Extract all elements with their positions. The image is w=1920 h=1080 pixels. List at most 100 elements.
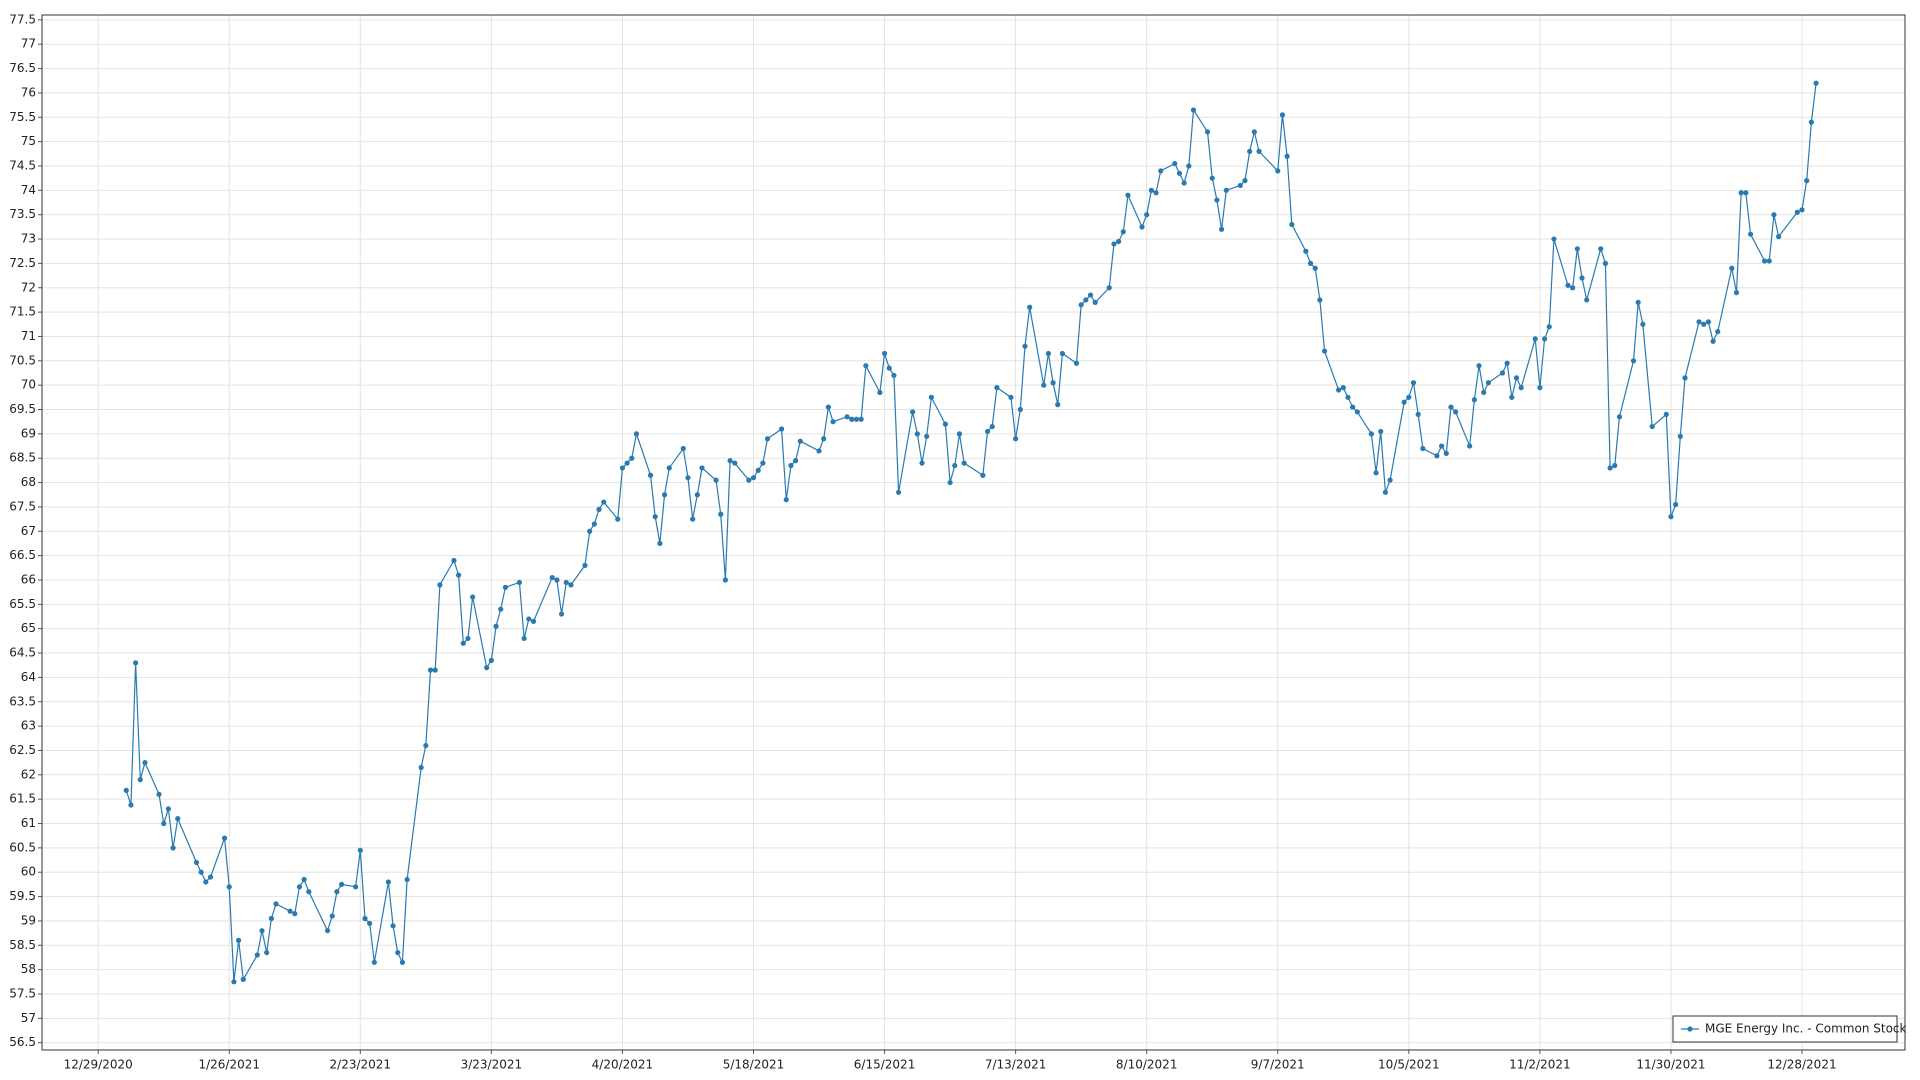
data-point [292,911,298,917]
data-point [1766,258,1772,264]
data-point [1668,514,1674,520]
x-tick-label: 6/15/2021 [854,1058,916,1072]
data-point [830,419,836,425]
data-point [591,521,597,527]
data-point [549,574,555,581]
x-tick-label: 1/26/2021 [198,1058,260,1072]
data-point [952,462,958,469]
data-point [390,923,396,929]
data-point [1139,224,1145,230]
data-point [521,635,527,642]
x-tick-label: 12/28/2021 [1767,1058,1836,1072]
data-point [554,577,560,583]
data-point [1481,389,1487,396]
data-point [1635,299,1641,305]
data-point [1218,226,1225,232]
y-tick-label: 73.5 [9,207,36,221]
y-tick-label: 64.5 [9,646,36,660]
data-point [353,884,359,890]
data-point [1008,394,1014,400]
data-point [647,472,654,478]
data-point [1373,470,1379,476]
data-point [203,879,209,885]
data-point [1682,375,1688,381]
data-point [1312,265,1318,271]
data-point [1715,328,1721,335]
data-point [1083,297,1089,303]
y-tick-label: 65.5 [9,597,36,611]
data-point [1546,324,1552,330]
data-point [1223,187,1229,193]
data-point [1733,290,1740,296]
data-point [1518,385,1524,391]
data-point [1401,399,1407,405]
data-point [493,623,499,629]
data-point [956,431,963,437]
data-point [1368,431,1374,437]
data-point [1570,285,1576,291]
data-point [760,460,766,466]
data-point [624,460,630,466]
data-point [1513,375,1520,381]
data-point [221,835,228,841]
data-point [1677,433,1683,439]
data-point [1317,297,1323,303]
data-point [1701,321,1707,327]
x-tick-label: 5/18/2021 [723,1058,785,1072]
data-point [727,458,733,464]
data-point [1027,304,1033,310]
data-point [1616,414,1623,420]
data-point [1176,170,1183,176]
data-point [1710,338,1716,344]
y-tick-label: 70.5 [9,353,36,367]
data-point [881,350,888,357]
data-point [268,915,274,922]
data-point [1799,207,1805,213]
y-tick-label: 61 [21,816,36,830]
data-point [718,511,724,517]
data-point [128,802,134,808]
data-point [821,436,827,442]
data-point [615,516,621,522]
data-point [961,460,967,466]
data-point [1055,402,1061,408]
series-line [125,83,1817,982]
data-point [1181,180,1187,186]
data-point [722,577,729,583]
data-point [367,920,373,926]
data-point [989,423,995,430]
data-point [334,889,340,895]
data-point [1336,387,1342,393]
data-point [1204,129,1211,135]
data-point [1663,411,1669,417]
data-point [399,959,406,965]
data-point [1743,190,1749,196]
data-point [198,869,204,875]
data-point [844,414,850,420]
data-point [1111,241,1117,247]
data-point [587,528,593,534]
data-point [516,579,523,586]
data-point [891,372,897,379]
data-point [816,448,822,454]
data-point [1532,336,1538,342]
data-point [1602,260,1609,266]
y-tick-label: 72 [21,280,36,294]
data-point [306,889,312,895]
data-point [1504,360,1510,366]
y-tick-label: 65 [21,621,36,635]
y-tick-label: 58.5 [9,938,36,952]
data-point [680,445,686,452]
data-point [137,777,143,783]
data-point [456,572,462,578]
data-point [858,416,864,422]
data-point [427,667,434,673]
data-point [568,582,574,588]
data-point [231,979,237,985]
data-point [942,421,949,427]
y-tick-label: 73 [21,232,36,246]
data-point [165,806,171,812]
data-point [530,618,537,624]
data-point [175,816,181,822]
